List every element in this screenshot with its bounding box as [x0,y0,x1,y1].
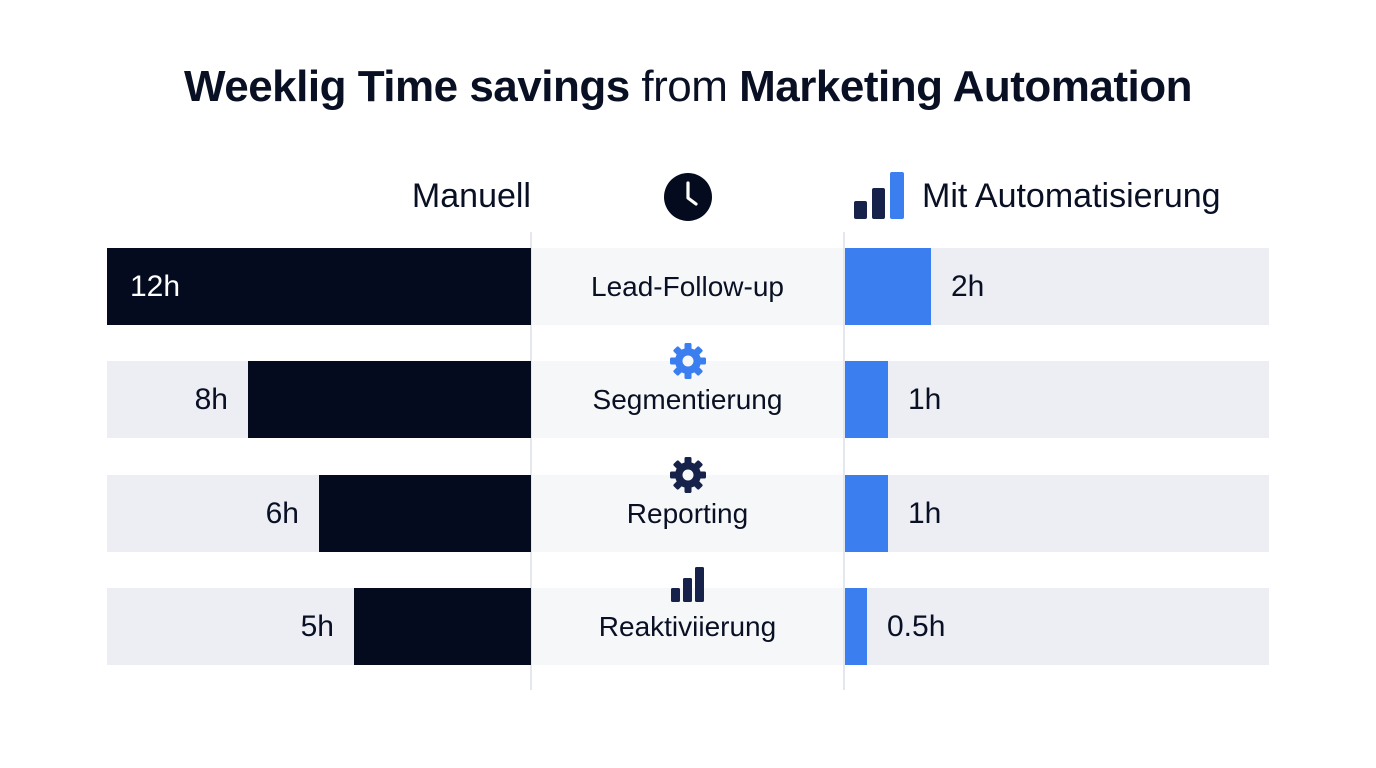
gear-icon [670,343,706,379]
manual-bar [354,588,531,665]
automated-bar [845,248,931,325]
manual-value-label: 5h [300,610,334,643]
automated-value-label: 1h [908,383,942,416]
manual-value-label: 6h [265,497,299,530]
automated-bar [845,475,888,552]
automated-track [845,475,1269,552]
chart-title: Weeklig Time savings from Marketing Auto… [0,62,1376,112]
automated-track [845,588,1269,665]
gear-icon [670,457,706,493]
left-divider [530,232,532,690]
manual-column-header: Manuell [411,177,531,215]
manual-value-label: 8h [194,383,228,416]
title-part-1: Weeklig Time savings [184,62,630,111]
automated-value-label: 2h [951,270,985,303]
task-label: Reaktiviierung [598,611,777,642]
manual-bar [107,248,531,325]
manual-bar [248,361,531,438]
automated-column-header: Mit Automatisierung [922,177,1221,215]
automated-bar [845,361,888,438]
bar-chart-icon [671,567,704,602]
automated-value-label: 1h [908,497,942,530]
manual-bar [319,475,531,552]
bar-chart-icon [854,172,904,219]
clock-icon [664,173,712,221]
title-part-3: Marketing Automation [739,62,1192,111]
automated-value-label: 0.5h [887,610,946,643]
title-part-2: from [641,62,728,111]
task-label: Lead-Follow-up [591,271,784,302]
task-cell [532,248,843,325]
automated-bar [845,588,867,665]
right-divider [843,232,845,690]
automated-track [845,361,1269,438]
manual-value-label: 12h [130,270,181,303]
task-label: Segmentierung [592,384,783,415]
task-label: Reporting [626,498,749,529]
